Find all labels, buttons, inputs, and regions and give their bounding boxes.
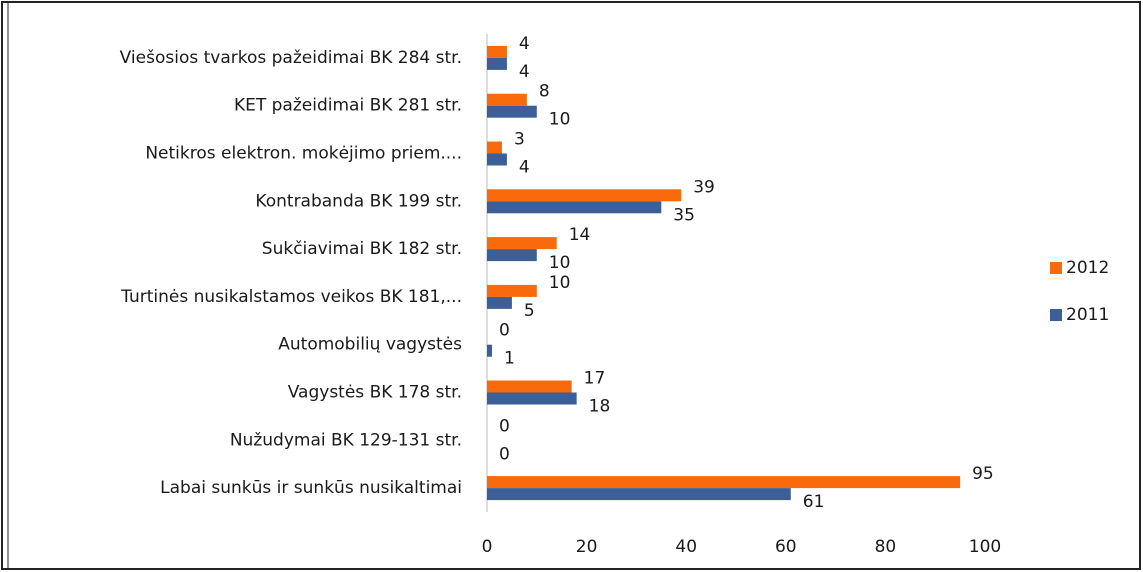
- data-label: 8: [539, 82, 550, 102]
- bar: [487, 141, 502, 154]
- legend-swatch: [1050, 309, 1062, 321]
- data-label: 4: [519, 158, 530, 178]
- data-label: 5: [524, 301, 535, 321]
- data-label: 4: [519, 62, 530, 82]
- category-label: Sukčiavimai BK 182 str.: [262, 239, 462, 259]
- bar: [487, 488, 791, 501]
- data-label: 95: [972, 464, 994, 484]
- legend-swatch: [1050, 262, 1062, 274]
- x-tick-label: 20: [576, 537, 598, 557]
- bar: [487, 476, 961, 489]
- bar: [487, 296, 512, 309]
- bar: [487, 392, 577, 405]
- bar: [487, 237, 557, 250]
- x-tick-label: 40: [675, 537, 697, 557]
- bar: [487, 153, 507, 166]
- data-label: 10: [549, 110, 571, 130]
- x-tick-label: 100: [969, 537, 1001, 557]
- data-label: 17: [584, 369, 606, 389]
- category-label: KET pažeidimai BK 281 str.: [234, 96, 462, 116]
- data-label: 0: [499, 444, 510, 464]
- data-label: 18: [589, 397, 611, 417]
- bar: [487, 284, 537, 297]
- data-label: 35: [673, 205, 695, 225]
- x-tick-label: 60: [775, 537, 797, 557]
- data-label: 0: [499, 321, 510, 341]
- legend-label: 2011: [1066, 305, 1109, 325]
- bar: [487, 380, 572, 393]
- x-tick-label: 80: [875, 537, 897, 557]
- bar: [487, 249, 537, 262]
- data-label: 14: [569, 225, 591, 245]
- category-label: Labai sunkūs ir sunkūs nusikaltimai: [160, 478, 462, 498]
- data-label: 10: [549, 273, 571, 293]
- bar: [487, 189, 682, 202]
- data-label: 1: [504, 349, 515, 369]
- category-label: Automobilių vagystės: [278, 335, 462, 355]
- category-label: Turtinės nusikalstamos veikos BK 181,...: [120, 287, 462, 307]
- data-label: 3: [514, 130, 525, 150]
- data-label: 0: [499, 416, 510, 436]
- data-label: 61: [803, 492, 825, 512]
- category-label: Vagystės BK 178 str.: [288, 383, 462, 403]
- data-label: 39: [693, 177, 715, 197]
- data-label: 4: [519, 34, 530, 54]
- bar: [487, 45, 507, 58]
- x-tick-label: 0: [482, 537, 493, 557]
- category-label: Kontrabanda BK 199 str.: [255, 191, 462, 211]
- bar: [487, 201, 662, 214]
- category-label: Viešosios tvarkos pažeidimai BK 284 str.: [120, 48, 462, 68]
- bar: [487, 93, 527, 106]
- category-label: Netikros elektron. mokėjimo priem....: [145, 144, 462, 164]
- category-label: Nužudymai BK 129-131 str.: [230, 430, 462, 450]
- legend-label: 2012: [1066, 258, 1109, 278]
- bar: [487, 57, 507, 70]
- bar: [487, 344, 492, 357]
- bar: [487, 105, 537, 118]
- data-label: 10: [549, 253, 571, 273]
